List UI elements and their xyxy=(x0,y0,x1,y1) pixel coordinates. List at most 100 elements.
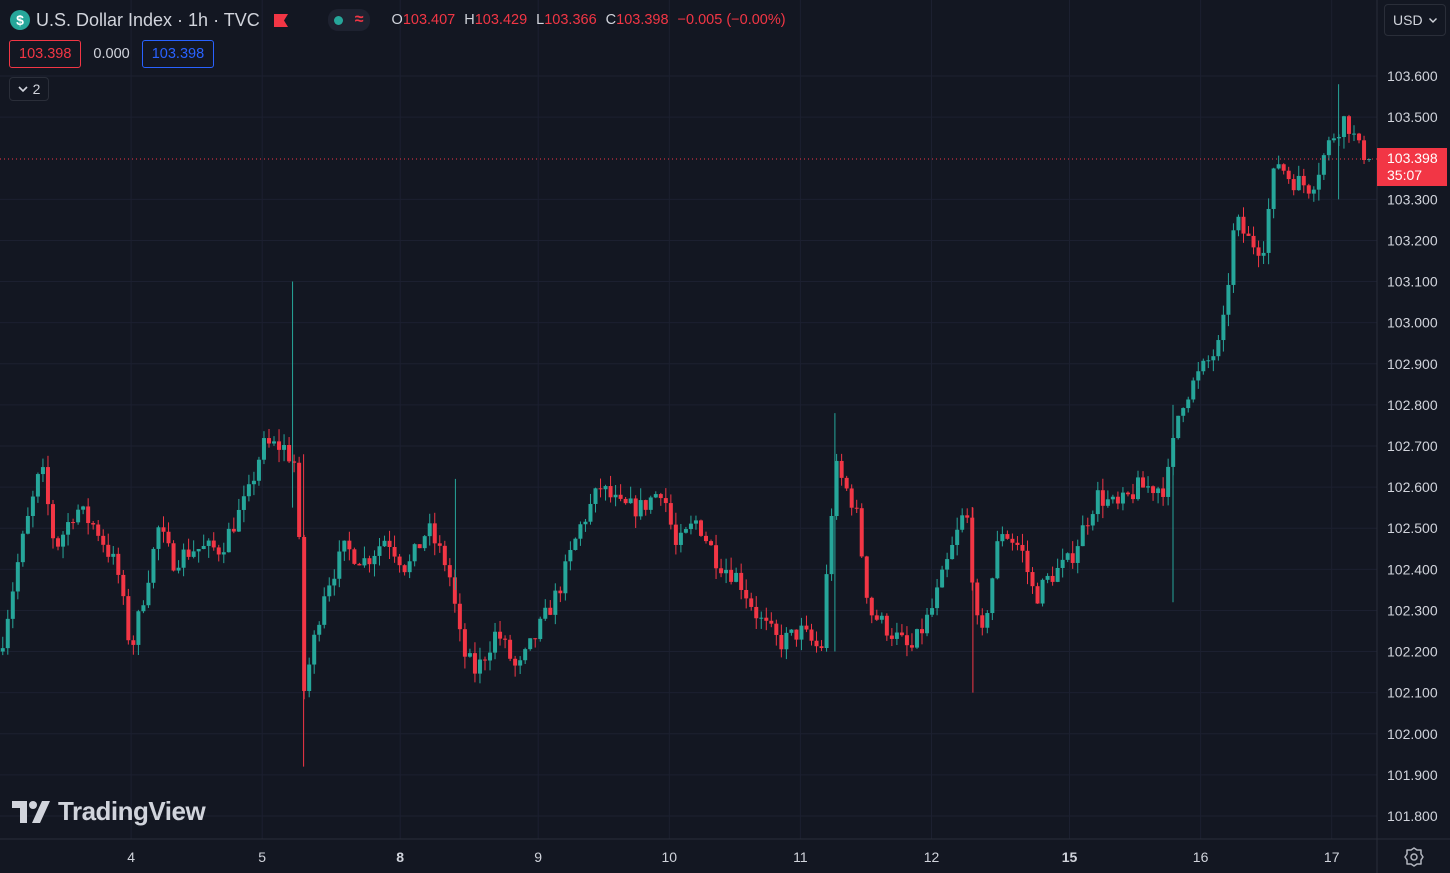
candle-body xyxy=(50,504,55,539)
candle-body xyxy=(81,506,86,510)
candle-body xyxy=(844,477,849,489)
candle-body xyxy=(799,625,804,640)
time-tick-label: 5 xyxy=(258,849,266,865)
candle-body xyxy=(1191,380,1196,400)
candle-body xyxy=(739,572,744,590)
candle-body xyxy=(930,608,935,615)
candle-body xyxy=(663,498,668,504)
candle-body xyxy=(171,543,176,571)
candle-body xyxy=(784,632,789,650)
candle-body xyxy=(106,544,111,557)
candle-body xyxy=(312,634,317,665)
candle-body xyxy=(1105,499,1110,506)
candle-body xyxy=(498,631,503,639)
buy-button[interactable]: 103.398 xyxy=(141,40,215,68)
candle-body xyxy=(1357,133,1362,141)
candle-body xyxy=(101,535,106,545)
chart-header: $ U.S. Dollar Index · 1h · TVC ≈ O103.40… xyxy=(10,8,786,32)
candles xyxy=(0,84,1372,767)
candle-body xyxy=(668,503,673,525)
market-open-dot-icon xyxy=(333,15,343,25)
price-tick-label: 102.300 xyxy=(1387,602,1438,618)
candle-body xyxy=(91,523,96,525)
candle-body xyxy=(131,640,136,645)
candle-body xyxy=(653,494,658,498)
candle-body xyxy=(1015,542,1020,545)
last-price-value: 103.398 xyxy=(1387,150,1438,166)
candle-body xyxy=(231,528,236,532)
candle-body xyxy=(638,500,643,517)
candle-body xyxy=(980,615,985,628)
price-tick-label: 102.600 xyxy=(1387,479,1438,495)
price-tick-label: 101.900 xyxy=(1387,767,1438,783)
candle-body xyxy=(950,544,955,560)
tradingview-logo-icon xyxy=(12,800,50,823)
candle-body xyxy=(111,553,116,557)
candle-body xyxy=(116,553,121,575)
candle-body xyxy=(678,532,683,545)
candle-body xyxy=(146,582,151,606)
candle-body xyxy=(221,552,226,555)
candle-body xyxy=(1181,408,1186,416)
data-delay-icon: ≈ xyxy=(354,11,364,28)
candle-body xyxy=(186,549,191,557)
settings-icon[interactable] xyxy=(1403,846,1425,868)
candle-body xyxy=(25,516,30,534)
candle-body xyxy=(1341,116,1346,138)
candle-body xyxy=(1286,170,1291,180)
candle-body xyxy=(894,632,899,639)
candle-body xyxy=(302,536,307,692)
candle-body xyxy=(397,556,402,566)
candle-body xyxy=(282,445,287,450)
candle-body xyxy=(1221,314,1226,341)
candle-body xyxy=(427,523,432,537)
candle-body xyxy=(40,467,45,475)
candle-body xyxy=(1005,534,1010,539)
candle-body xyxy=(1120,492,1125,504)
candle-body xyxy=(673,524,678,545)
candle-body xyxy=(955,529,960,545)
market-status-pill[interactable]: ≈ xyxy=(327,9,370,31)
candle-body xyxy=(1100,490,1105,506)
candle-body xyxy=(769,620,774,624)
watermark-text: TradingView xyxy=(58,796,206,826)
candle-body xyxy=(1025,550,1030,573)
candle-body xyxy=(1060,559,1065,568)
candle-body xyxy=(503,638,508,640)
candle-body xyxy=(141,605,146,612)
candle-body xyxy=(764,617,769,621)
candle-body xyxy=(1065,553,1070,560)
flag-icon[interactable] xyxy=(273,13,288,27)
candle-body xyxy=(935,587,940,609)
time-tick-label: 11 xyxy=(793,849,808,865)
symbol-title[interactable]: U.S. Dollar Index · 1h · TVC xyxy=(36,9,260,30)
candle-body xyxy=(809,629,814,641)
time-axis[interactable]: 4 5 8 9 10 11 12 15 16 17 xyxy=(127,849,1339,865)
currency-selector[interactable]: USD xyxy=(1384,4,1446,36)
sell-button[interactable]: 103.398 xyxy=(9,40,82,68)
time-tick-label: 12 xyxy=(924,849,940,865)
candle-body xyxy=(377,546,382,556)
trade-buttons: 103.398 0.000 103.398 xyxy=(9,40,215,68)
candle-body xyxy=(5,618,10,649)
candle-body xyxy=(1241,216,1246,234)
price-axis[interactable]: 103.600 103.500 103.300 103.200 103.100 103.0… xyxy=(1387,68,1438,824)
candle-body xyxy=(734,572,739,582)
candle-body xyxy=(181,549,186,568)
chart-grid xyxy=(0,0,1377,839)
candle-body xyxy=(1321,155,1326,175)
indicators-toggle-button[interactable]: 2 xyxy=(9,77,49,101)
candle-body xyxy=(578,524,583,539)
price-tick-label: 102.500 xyxy=(1387,520,1438,536)
ohlc-values: O103.407 H103.429 L103.366 C103.398 −0.0… xyxy=(392,12,786,28)
candle-body xyxy=(513,658,518,666)
candle-body xyxy=(1201,360,1206,372)
candle-body xyxy=(1161,488,1166,497)
candle-body xyxy=(272,441,277,444)
candle-body xyxy=(372,555,377,565)
candle-body xyxy=(558,590,563,594)
candle-body xyxy=(1296,175,1301,191)
ohlc-open: O103.407 xyxy=(392,12,456,28)
candle-body xyxy=(76,509,81,523)
